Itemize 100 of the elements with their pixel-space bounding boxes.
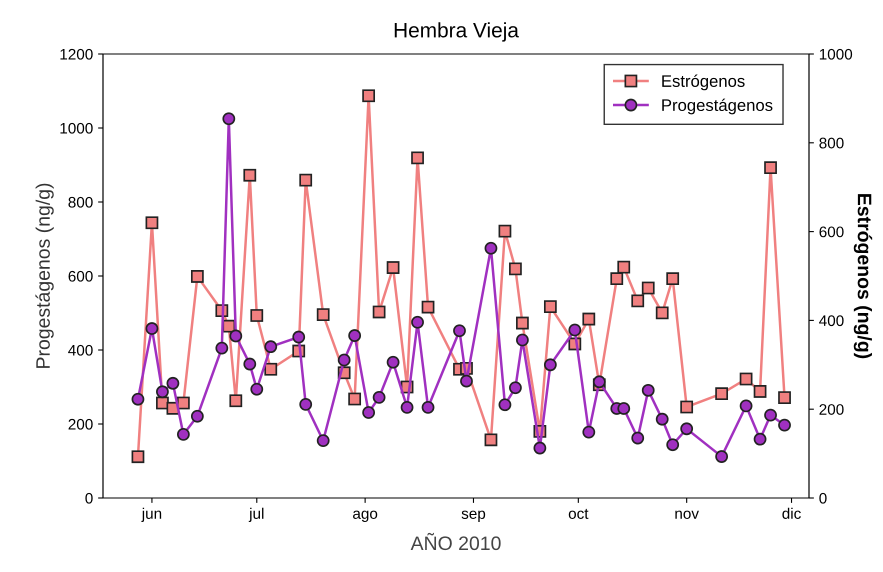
chart-title: Hembra Vieja (394, 22, 519, 42)
point (484, 242, 498, 255)
point (422, 400, 434, 414)
point (680, 422, 694, 436)
point (132, 392, 144, 406)
point (509, 381, 522, 394)
x-tick-label: ago (353, 510, 378, 522)
y-tick-label: 1000 (60, 122, 93, 134)
point (631, 294, 644, 308)
point (453, 324, 466, 338)
point (176, 396, 190, 410)
point (166, 376, 180, 390)
point (656, 412, 669, 426)
point (610, 272, 624, 286)
point (754, 432, 766, 446)
y2-tick-label: 1000 (820, 48, 852, 60)
x-tick-label: jun (141, 508, 162, 522)
point (264, 362, 278, 376)
point (215, 342, 228, 355)
y-tick-label: 400 (68, 344, 93, 356)
point (544, 358, 557, 372)
point (582, 312, 596, 326)
y-tick-label: 1200 (60, 48, 93, 60)
point (190, 270, 204, 283)
point (544, 300, 557, 314)
point (740, 399, 752, 412)
point (484, 433, 498, 446)
point (299, 174, 312, 186)
point (229, 394, 242, 408)
point (243, 358, 256, 370)
point (146, 322, 158, 335)
point (362, 89, 376, 102)
point (680, 400, 694, 414)
point (642, 282, 655, 294)
point (250, 309, 264, 322)
point (400, 400, 414, 414)
point (156, 385, 169, 398)
x-tick-label: sep (462, 510, 486, 522)
point (754, 385, 766, 398)
point (715, 387, 728, 400)
point (631, 432, 644, 444)
point (592, 375, 606, 388)
point (516, 334, 529, 346)
point (498, 398, 512, 412)
point (316, 434, 330, 448)
point (764, 408, 777, 422)
point (582, 426, 596, 439)
point (764, 161, 777, 174)
point (422, 300, 434, 314)
point (146, 216, 158, 230)
y2-axis-title: Estrógenos (ng/g) (854, 194, 872, 358)
y2-tick-label: 400 (819, 315, 844, 326)
y2-tick-label: 0 (819, 492, 827, 504)
point (617, 402, 630, 415)
point (316, 308, 330, 322)
point (132, 450, 144, 464)
legend-label: Progestágenos (662, 98, 772, 114)
x-tick-label: oct (568, 508, 588, 519)
point (372, 390, 386, 404)
point (498, 224, 512, 238)
y2-tick-label: 600 (820, 226, 844, 238)
y-tick-label: 800 (68, 196, 93, 208)
point (460, 374, 473, 388)
y2-tick-label: 200 (819, 404, 844, 415)
point (778, 391, 791, 404)
point (715, 450, 728, 463)
point (362, 406, 376, 419)
point (740, 372, 752, 386)
y2-tick-label: 800 (819, 138, 844, 148)
point (386, 356, 400, 369)
point (264, 340, 278, 354)
point (656, 306, 669, 320)
point (411, 316, 424, 329)
point (299, 398, 312, 411)
x-tick-label: dic (782, 508, 801, 519)
y-tick-label: 200 (68, 418, 93, 430)
y-axis-title: Progestágenos (ng/g) (35, 184, 54, 368)
y-tick-label: 0 (85, 492, 93, 504)
point (516, 316, 529, 330)
point (533, 442, 546, 454)
point (338, 354, 351, 366)
point (617, 260, 630, 274)
y-tick-label: 600 (68, 270, 93, 282)
x-axis-title: AÑO 2010 (410, 532, 501, 550)
point (386, 261, 400, 274)
point (778, 418, 791, 432)
x-tick-label: jul (248, 508, 264, 522)
x-tick-label: nov (675, 510, 699, 519)
point (372, 306, 386, 318)
point (250, 382, 264, 396)
point (509, 262, 522, 276)
point (243, 168, 256, 182)
point (568, 324, 582, 336)
point (176, 428, 190, 441)
point (666, 272, 680, 286)
point (222, 112, 236, 126)
point (292, 330, 306, 344)
point (190, 410, 204, 423)
point (411, 152, 424, 164)
point (666, 438, 680, 452)
